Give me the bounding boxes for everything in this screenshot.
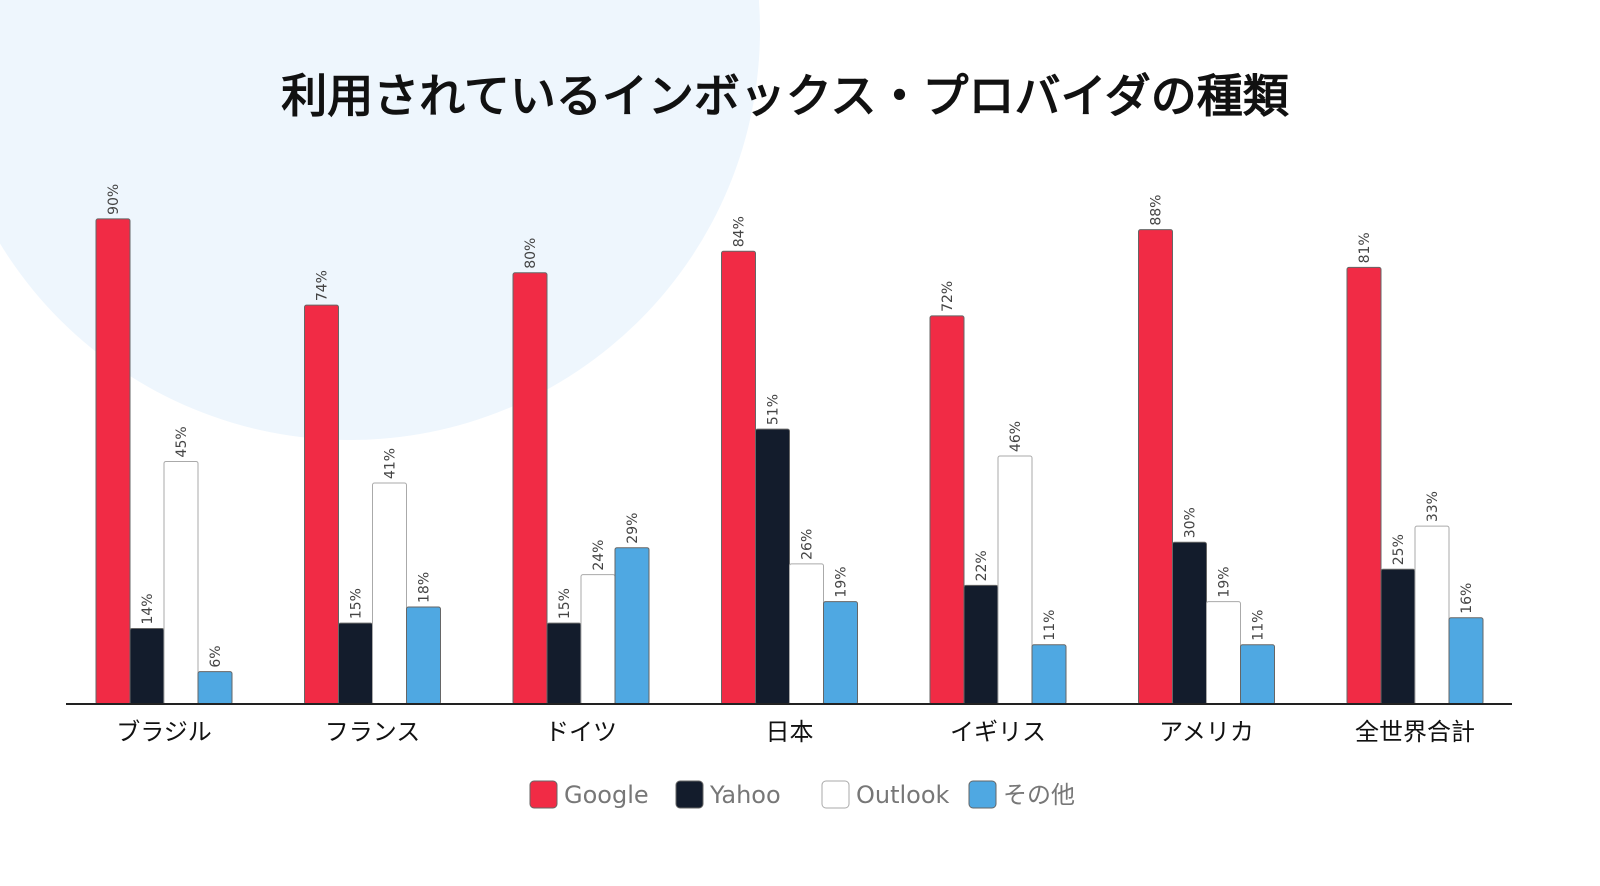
bar-Yahoo-イギリス <box>963 584 999 705</box>
legend-label: その他 <box>1003 781 1075 809</box>
category-label: ブラジル <box>116 718 212 746</box>
data-label: 46% <box>1008 421 1024 452</box>
data-label: 26% <box>800 529 816 560</box>
bar-Outlook-イギリス <box>997 455 1033 705</box>
data-label: 51% <box>766 394 782 425</box>
data-label: 88% <box>1149 195 1165 226</box>
data-label: 33% <box>1425 491 1441 522</box>
bar-その他-日本 <box>823 601 858 705</box>
data-label: 16% <box>1459 583 1475 614</box>
bar-Google-日本 <box>721 250 756 705</box>
category-label: 全世界合計 <box>1355 718 1475 746</box>
data-label: 45% <box>174 426 190 457</box>
legend-label: Outlook <box>856 781 950 809</box>
bar-Yahoo-全世界合計 <box>1380 568 1416 705</box>
bar-Outlook-日本 <box>789 563 824 705</box>
bar-Google-フランス <box>304 304 339 705</box>
data-label: 80% <box>523 238 539 269</box>
category-label: イギリス <box>950 718 1046 746</box>
data-label: 15% <box>557 588 573 619</box>
data-label: 74% <box>315 270 331 301</box>
data-label: 6% <box>208 645 224 667</box>
bar-Outlook-フランス <box>372 482 407 705</box>
bar-Google-全世界合計 <box>1346 266 1382 705</box>
legend-label: Yahoo <box>709 781 781 809</box>
chart-title: 利用されているインボックス・プロバイダの種類 <box>281 69 1289 123</box>
data-label: 19% <box>1217 566 1233 597</box>
bar-Yahoo-ブラジル <box>129 628 165 705</box>
data-label: 84% <box>732 216 748 247</box>
category-label: 日本 <box>766 718 814 746</box>
bar-Yahoo-ドイツ <box>546 622 582 705</box>
data-label: 41% <box>383 448 399 479</box>
bar-Yahoo-アメリカ <box>1172 541 1207 705</box>
data-label: 11% <box>1042 610 1058 641</box>
legend-swatch <box>529 780 558 809</box>
bar-Outlook-ドイツ <box>580 574 616 705</box>
data-label: 22% <box>974 550 990 581</box>
data-label: 30% <box>1183 507 1199 538</box>
bar-その他-ドイツ <box>614 547 650 705</box>
data-label: 72% <box>940 281 956 312</box>
data-label: 90% <box>106 184 122 215</box>
data-label: 29% <box>625 513 641 544</box>
category-label: フランス <box>325 718 421 746</box>
data-label: 19% <box>834 566 850 597</box>
category-label: アメリカ <box>1159 718 1254 746</box>
legend-swatch <box>968 780 997 809</box>
bar-Outlook-全世界合計 <box>1414 525 1450 705</box>
legend-swatch <box>675 780 704 809</box>
data-label: 18% <box>417 572 433 603</box>
bar-Google-ドイツ <box>512 272 548 705</box>
data-label: 14% <box>140 593 156 624</box>
legend-label: Google <box>564 781 649 809</box>
data-label: 15% <box>349 588 365 619</box>
bar-Google-アメリカ <box>1138 229 1173 705</box>
data-label: 25% <box>1391 534 1407 565</box>
bar-その他-フランス <box>406 606 441 705</box>
bar-Outlook-アメリカ <box>1206 601 1241 705</box>
bar-その他-アメリカ <box>1240 644 1275 705</box>
data-label: 24% <box>591 540 607 571</box>
category-label: ドイツ <box>545 718 617 746</box>
bar-その他-イギリス <box>1031 644 1067 705</box>
bar-その他-全世界合計 <box>1448 617 1484 705</box>
bar-Google-イギリス <box>929 315 965 705</box>
bar-Google-ブラジル <box>95 218 131 705</box>
background-circle <box>0 0 760 440</box>
legend-swatch <box>821 780 850 809</box>
bar-Yahoo-日本 <box>755 428 790 705</box>
bar-その他-ブラジル <box>197 671 233 705</box>
data-label: 81% <box>1357 232 1373 263</box>
bar-Outlook-ブラジル <box>163 460 199 705</box>
bar-Yahoo-フランス <box>338 622 373 705</box>
data-label: 11% <box>1251 610 1267 641</box>
